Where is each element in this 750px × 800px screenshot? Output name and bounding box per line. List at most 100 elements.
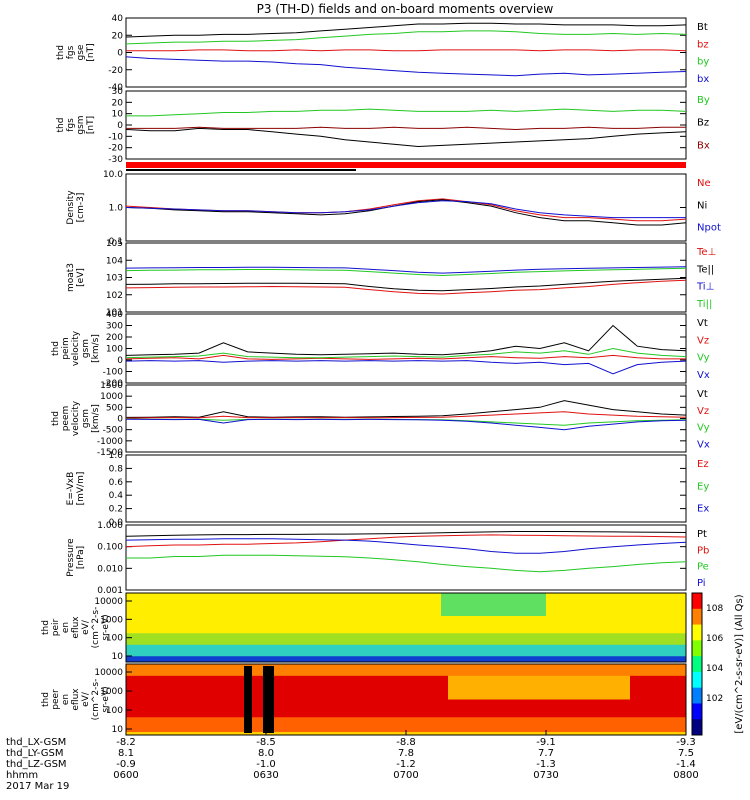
heatmap-cell (651, 644, 659, 649)
legend-entry: Npot (697, 223, 721, 234)
heatmap-cell (336, 717, 344, 721)
heatmap-cell (546, 624, 554, 629)
heatmap-cell (469, 624, 477, 629)
heatmap-cell (217, 641, 225, 646)
heatmap-cell (630, 616, 638, 620)
heatmap-cell (532, 696, 540, 700)
heatmap-cell (588, 726, 596, 730)
heatmap-cell (490, 675, 498, 680)
heatmap-cell (273, 664, 281, 668)
heatmap-cell (343, 636, 351, 640)
heatmap-cell (497, 684, 505, 689)
heatmap-cell (525, 604, 533, 608)
heatmap-cell (679, 711, 687, 715)
heatmap-cell (371, 705, 379, 709)
heatmap-cell (602, 684, 610, 689)
heatmap-cell (609, 723, 617, 727)
heatmap-cell (462, 672, 470, 677)
heatmap-cell (266, 639, 274, 643)
heatmap-cell (140, 647, 148, 652)
heatmap-cell (560, 627, 568, 631)
heatmap-cell (301, 647, 309, 652)
heatmap-cell (133, 681, 141, 686)
series-line (126, 126, 686, 131)
heatmap-cell (287, 723, 295, 727)
heatmap-cell (588, 627, 596, 631)
heatmap-cell (238, 711, 246, 715)
heatmap-cell (434, 717, 442, 721)
heatmap-cell (511, 702, 519, 706)
heatmap-cell (196, 690, 204, 695)
heatmap-cell (259, 601, 267, 606)
heatmap-cell (602, 639, 610, 643)
heatmap-cell (273, 601, 281, 606)
heatmap-cell (280, 732, 288, 736)
heatmap-cell (294, 699, 302, 703)
heatmap-cell (609, 669, 617, 674)
heatmap-cell (371, 595, 379, 600)
heatmap-cell (420, 647, 428, 652)
legend-entry: Ni (697, 200, 707, 211)
heatmap-cell (616, 726, 624, 730)
heatmap-cell (133, 717, 141, 721)
y-tick-label: 0.001 (97, 586, 123, 596)
heatmap-cell (364, 666, 372, 671)
heatmap-cell (651, 610, 659, 614)
heatmap-cell (329, 598, 337, 603)
panel-ylabel: [eV] (76, 268, 86, 287)
heatmap-cell (462, 621, 470, 626)
heatmap-cell (504, 705, 512, 709)
heatmap-cell (630, 699, 638, 703)
heatmap-cell (161, 711, 169, 715)
heatmap-cell (378, 669, 386, 674)
heatmap-cell (609, 684, 617, 689)
heatmap-cell (203, 659, 211, 663)
heatmap-cell (371, 717, 379, 721)
heatmap-cell (602, 702, 610, 706)
heatmap-cell (266, 627, 274, 631)
heatmap-cell (392, 702, 400, 706)
heatmap-cell (154, 690, 162, 695)
heatmap-cell (637, 653, 645, 657)
heatmap-cell (595, 690, 603, 695)
heatmap-cell (630, 666, 638, 671)
heatmap-cell (595, 616, 603, 620)
heatmap-cell (308, 696, 316, 700)
heatmap-cell (315, 684, 323, 689)
heatmap-cell (455, 627, 463, 631)
heatmap-cell (616, 664, 624, 668)
heatmap-cell (616, 720, 624, 724)
heatmap-cell (504, 595, 512, 600)
heatmap-cell (224, 714, 232, 718)
heatmap-cell (147, 644, 155, 649)
heatmap-cell (280, 687, 288, 692)
heatmap-cell (434, 664, 442, 668)
heatmap-cell (623, 659, 631, 663)
heatmap-cell (581, 647, 589, 652)
heatmap-cell (287, 672, 295, 677)
heatmap-cell (448, 639, 456, 643)
heatmap-cell (357, 613, 365, 617)
heatmap-cell (273, 604, 281, 608)
heatmap-cell (350, 656, 358, 660)
heatmap-cell (483, 669, 491, 674)
heatmap-cell (259, 593, 267, 597)
heatmap-cell (350, 639, 358, 643)
heatmap-cell (329, 639, 337, 643)
heatmap-cell (217, 607, 225, 611)
heatmap-cell (518, 708, 526, 712)
heatmap-cell (602, 644, 610, 649)
heatmap-cell (238, 666, 246, 671)
heatmap-cell (616, 699, 624, 703)
heatmap-cell (616, 621, 624, 626)
heatmap-cell (224, 723, 232, 727)
heatmap-cell (476, 610, 484, 614)
heatmap-cell (301, 641, 309, 646)
heatmap-cell (602, 627, 610, 631)
heatmap-cell (301, 702, 309, 706)
heatmap-cell (210, 669, 218, 674)
heatmap-cell (294, 687, 302, 692)
heatmap-cell (476, 624, 484, 629)
heatmap-cell (126, 702, 134, 706)
heatmap-cell (651, 627, 659, 631)
